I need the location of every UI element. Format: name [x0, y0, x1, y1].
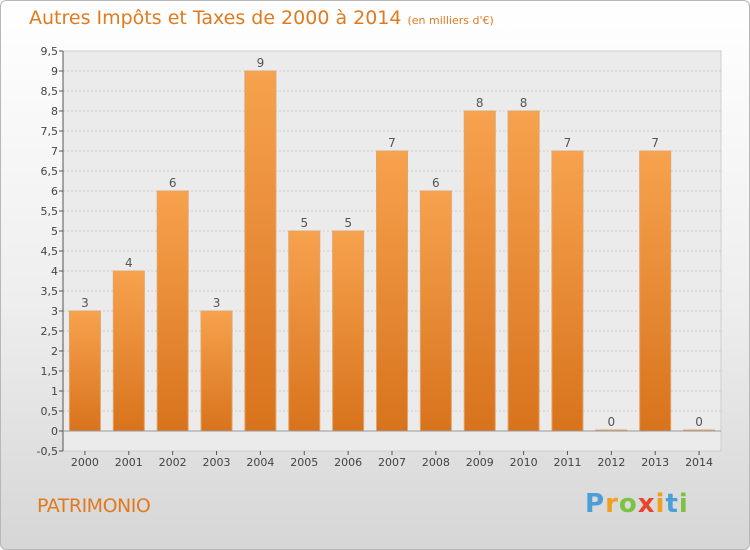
- data-label: 4: [125, 256, 133, 270]
- bar: [639, 150, 672, 432]
- data-label: 0: [695, 415, 703, 429]
- y-tick-label: 2: [51, 345, 58, 358]
- x-tick-label: 2012: [597, 456, 625, 469]
- bar: [112, 270, 145, 432]
- data-label: 7: [564, 136, 572, 150]
- logo-letter: P: [585, 489, 606, 519]
- bar: [156, 190, 189, 432]
- data-label: 8: [520, 96, 528, 110]
- bar: [507, 110, 540, 432]
- y-tick-label: 4: [51, 265, 58, 278]
- y-tick-label: -0,5: [37, 445, 58, 458]
- data-label: 0: [608, 415, 616, 429]
- y-tick-label: 9,5: [41, 45, 59, 58]
- y-tick-label: 1: [51, 385, 58, 398]
- y-tick-label: 3,5: [41, 285, 59, 298]
- data-label: 6: [432, 176, 440, 190]
- y-tick-label: 6,5: [41, 165, 59, 178]
- data-label: 8: [476, 96, 484, 110]
- data-label: 3: [213, 296, 221, 310]
- y-tick-label: 4,5: [41, 245, 59, 258]
- x-tick-label: 2014: [685, 456, 713, 469]
- proxiti-logo: Proxiti: [585, 489, 689, 519]
- y-tick-label: 6: [51, 185, 58, 198]
- logo-letter: i: [655, 489, 666, 519]
- data-label: 7: [651, 136, 659, 150]
- x-tick-label: 2006: [334, 456, 362, 469]
- bar: [288, 230, 321, 432]
- logo-letter: t: [665, 489, 679, 519]
- logo-letter: r: [605, 489, 619, 519]
- x-tick-label: 2002: [159, 456, 187, 469]
- logo-letter: x: [637, 489, 656, 519]
- y-tick-label: 5: [51, 225, 58, 238]
- y-tick-label: 0: [51, 425, 58, 438]
- bars-layer: 3 4 6 3 9 5 5 7 6 8 8 7 0 7 0: [68, 56, 716, 432]
- bar: [551, 150, 584, 432]
- x-tick-label: 2011: [553, 456, 581, 469]
- data-label: 5: [300, 216, 308, 230]
- y-tick-label: 1,5: [41, 365, 59, 378]
- x-tick-label: 2001: [115, 456, 143, 469]
- x-tick-label: 2000: [71, 456, 99, 469]
- data-label: 7: [388, 136, 396, 150]
- bar: [376, 150, 408, 432]
- x-tick-label: 2009: [466, 456, 494, 469]
- y-tick-label: 5,5: [41, 205, 59, 218]
- x-tick-label: 2004: [246, 456, 274, 469]
- y-tick-label: 9: [51, 65, 58, 78]
- bar: [244, 70, 277, 432]
- data-label: 6: [169, 176, 177, 190]
- bar: [200, 310, 233, 432]
- commune-name: PATRIMONIO: [37, 495, 151, 517]
- bar: [332, 230, 365, 432]
- chart-title: Autres Impôts et Taxes de 2000 à 2014 (en…: [29, 7, 494, 29]
- x-tick-label: 2003: [203, 456, 231, 469]
- x-tick-label: 2005: [290, 456, 318, 469]
- x-tick-label: 2008: [422, 456, 450, 469]
- logo-letter: o: [618, 489, 638, 519]
- y-tick-label: 8,5: [41, 85, 59, 98]
- y-tick-label: 7: [51, 145, 58, 158]
- data-label: 3: [81, 296, 89, 310]
- bar: [463, 110, 496, 432]
- bar: [419, 190, 452, 432]
- x-tick-label: 2010: [510, 456, 538, 469]
- y-tick-label: 3: [51, 305, 58, 318]
- bar: [68, 310, 101, 432]
- axis-layer: -0,5 0 0,5 1 1,5 2 2,5 3 3,5 4 4,5 5 5,5 6 6,5 7 7,5 8 8,5…: [37, 45, 721, 469]
- data-label: 9: [257, 56, 265, 70]
- data-label: 5: [344, 216, 352, 230]
- chart-subtitle: (en milliers d'€): [407, 14, 494, 27]
- y-tick-label: 2,5: [41, 325, 59, 338]
- x-tick-label: 2007: [378, 456, 406, 469]
- x-tick-label: 2013: [641, 456, 669, 469]
- chart-title-text: Autres Impôts et Taxes de 2000 à 2014: [29, 7, 402, 29]
- logo-letter: i: [678, 489, 689, 519]
- y-tick-label: 7,5: [41, 125, 59, 138]
- y-tick-label: 8: [51, 105, 58, 118]
- y-tick-label: 0,5: [41, 405, 59, 418]
